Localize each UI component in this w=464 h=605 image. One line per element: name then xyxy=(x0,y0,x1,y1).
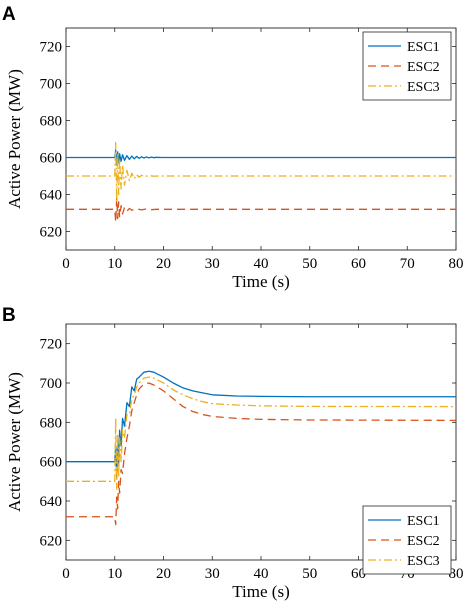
x-tick-label: 50 xyxy=(302,256,317,272)
panel-label: B xyxy=(2,305,16,326)
legend-frame xyxy=(362,505,452,575)
series-line-esc3 xyxy=(66,376,456,490)
x-tick-label: 0 xyxy=(62,566,70,582)
series-line-esc3 xyxy=(66,142,456,203)
x-tick-label: 20 xyxy=(156,566,171,582)
x-tick-label: 50 xyxy=(302,566,317,582)
y-tick-label: 720 xyxy=(40,40,63,56)
x-tick-label: 30 xyxy=(205,566,220,582)
x-axis-label: Time (s) xyxy=(232,582,289,601)
y-tick-label: 660 xyxy=(40,455,63,471)
chart-panel-b: B01020304050607080620640660680700720Time… xyxy=(2,305,464,601)
legend-label-esc2: ESC2 xyxy=(407,60,440,75)
x-tick-label: 40 xyxy=(254,566,269,582)
chart-panel-a: A 0 10 20 30 40 50 60 70 80 620 640 660 680 700 720 Time… xyxy=(2,4,464,291)
x-tick-label: 10 xyxy=(107,256,122,272)
y-tick-label: 700 xyxy=(40,77,63,93)
legend-frame xyxy=(362,31,452,101)
series-line-esc2 xyxy=(66,197,456,223)
legend-label-esc3: ESC3 xyxy=(407,80,440,95)
y-tick-label: 720 xyxy=(40,337,63,353)
x-tick-label: 20 xyxy=(156,256,171,272)
y-tick-label: 640 xyxy=(40,494,63,510)
legend-label-esc2: ESC2 xyxy=(407,534,440,549)
y-tick-label: 620 xyxy=(40,225,63,241)
legend-label-esc1: ESC1 xyxy=(407,40,440,55)
y-tick-label: 680 xyxy=(40,415,63,431)
legend-label-esc3: ESC3 xyxy=(407,554,440,569)
x-axis-label: Time (s) xyxy=(232,272,289,291)
legend: ESC1 ESC2 ESC3 xyxy=(362,505,452,575)
y-axis-label: Active Power (MW) xyxy=(5,372,24,512)
x-tick-label: 40 xyxy=(254,256,269,272)
x-tick-label: 60 xyxy=(351,256,366,272)
x-tick-label: 0 xyxy=(62,256,70,272)
x-tick-label: 80 xyxy=(449,566,464,582)
x-tick-label: 60 xyxy=(351,566,366,582)
y-tick-label: 660 xyxy=(40,151,63,167)
legend: ESC1 ESC2 ESC3 xyxy=(362,31,452,101)
legend-label-esc1: ESC1 xyxy=(407,514,440,529)
y-tick-label: 640 xyxy=(40,188,63,204)
x-tick-label: 30 xyxy=(205,256,220,272)
y-tick-label: 680 xyxy=(40,114,63,130)
series-line-esc2 xyxy=(66,382,456,526)
panel-label: A xyxy=(2,4,16,25)
x-tick-label: 10 xyxy=(107,566,122,582)
x-tick-label: 80 xyxy=(449,256,464,272)
x-tick-label: 70 xyxy=(400,256,415,272)
y-axis-label: Active Power (MW) xyxy=(5,69,24,209)
y-tick-label: 700 xyxy=(40,376,63,392)
series-line-esc1 xyxy=(66,370,456,479)
y-tick-label: 620 xyxy=(40,533,63,549)
series-line-esc1 xyxy=(66,149,456,166)
